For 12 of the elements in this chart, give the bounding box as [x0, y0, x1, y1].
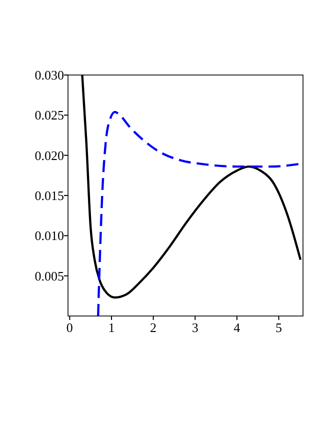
y-tick-label: 0.020 [34, 148, 64, 163]
y-tick-label: 0.015 [34, 188, 64, 204]
x-tick-label: 0 [66, 320, 73, 335]
x-tick-label: 2 [150, 320, 157, 335]
x-tick-label: 3 [192, 320, 198, 335]
y-tick-label: 0.005 [34, 268, 64, 284]
y-tick-label: 0.030 [34, 68, 64, 83]
y-tick-label: 0.025 [34, 108, 64, 123]
x-tick-label: 4 [234, 320, 241, 335]
y-tick-label: 0.010 [34, 228, 64, 244]
x-tick-label: 1 [108, 320, 115, 335]
x-tick-label: 5 [275, 320, 282, 335]
